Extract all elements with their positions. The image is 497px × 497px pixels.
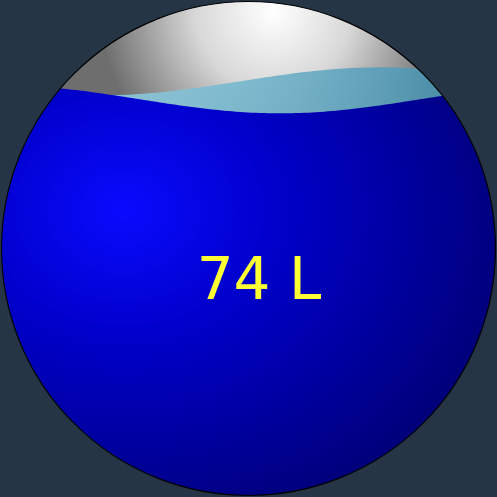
gauge-border xyxy=(2,2,496,496)
chart: 74 L xyxy=(0,0,497,497)
liquid xyxy=(0,67,497,497)
front-wave xyxy=(0,85,497,497)
value-label: 74 L xyxy=(197,245,322,313)
back-wave xyxy=(0,67,497,497)
